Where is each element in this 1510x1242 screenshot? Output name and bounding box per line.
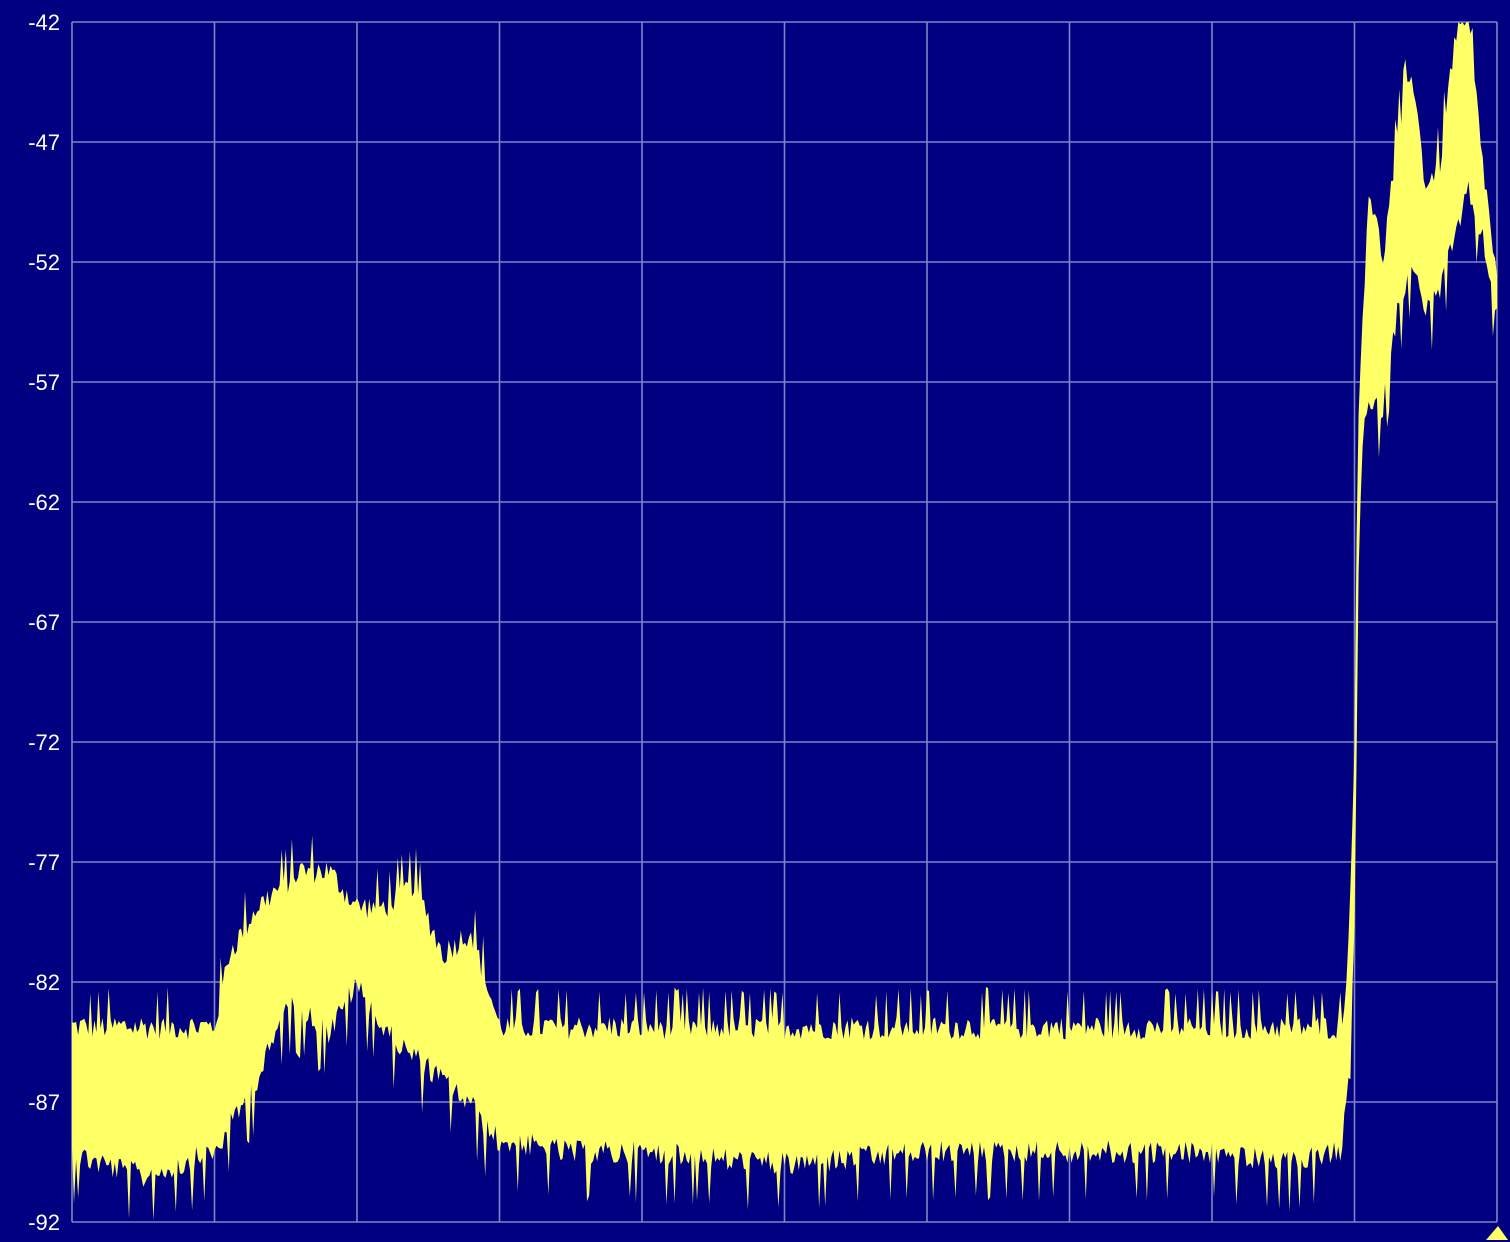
trace: [72, 22, 1497, 1221]
y-tick-label: -62: [28, 490, 60, 515]
y-tick-label: -77: [28, 850, 60, 875]
y-tick-label: -57: [28, 370, 60, 395]
y-tick-label: -67: [28, 610, 60, 635]
signal-trace: [72, 22, 1497, 1221]
y-tick-label: -72: [28, 730, 60, 755]
y-tick-label: -42: [28, 10, 60, 35]
marker-triangle: [1486, 1226, 1508, 1240]
y-axis-labels: -42 -47 -52 -57 -62 -67 -72 -77 -82 -87 -92: [28, 10, 60, 1235]
y-tick-label: -87: [28, 1090, 60, 1115]
y-tick-label: -47: [28, 130, 60, 155]
y-tick-label: -92: [28, 1210, 60, 1235]
y-tick-label: -52: [28, 250, 60, 275]
y-tick-label: -82: [28, 970, 60, 995]
